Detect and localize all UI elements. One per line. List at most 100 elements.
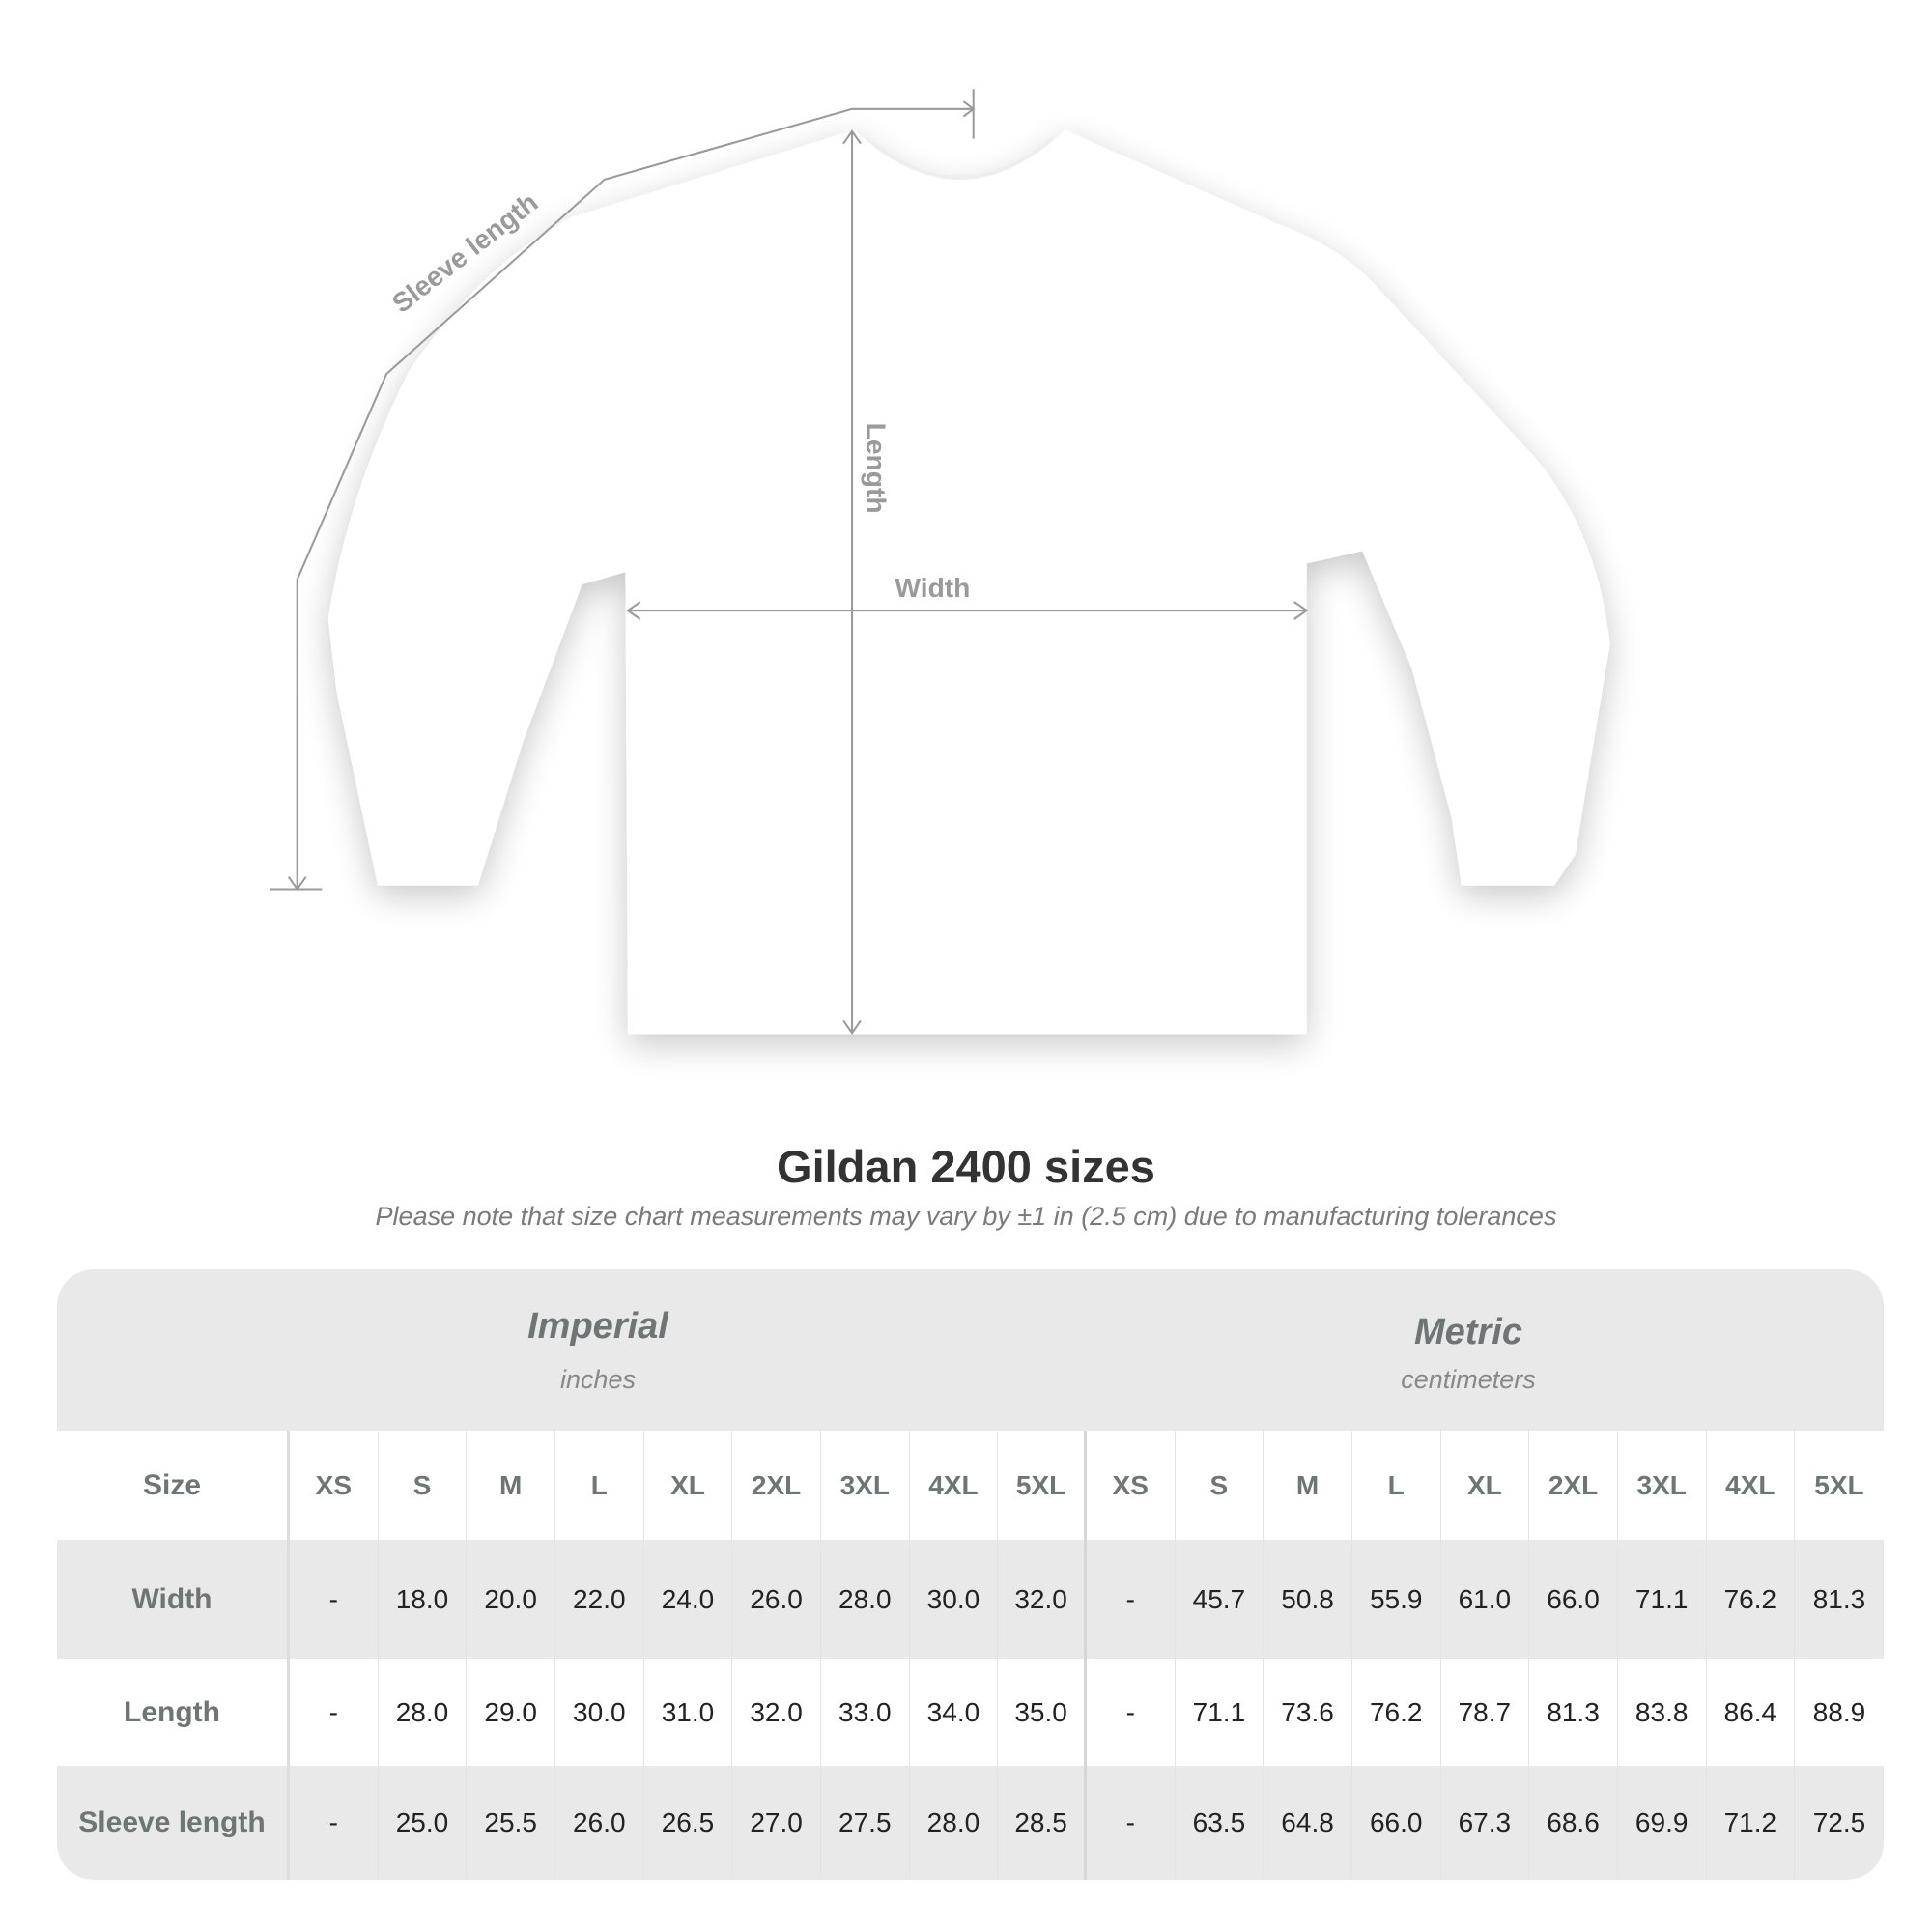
table-cell: 4XL: [1707, 1431, 1796, 1540]
sleeve-length-line: [296, 107, 974, 890]
table-cell: 30.0: [555, 1659, 644, 1766]
table-cell: 64.8: [1264, 1766, 1352, 1880]
table-cell: 81.3: [1529, 1659, 1618, 1766]
table-cell: 76.2: [1352, 1659, 1441, 1766]
table-cell: 34.0: [910, 1659, 999, 1766]
shirt-diagram: Sleeve length Length Width: [270, 89, 1610, 1036]
table-cell: 71.2: [1707, 1766, 1796, 1880]
tolerance-note: Please note that size chart measurements…: [375, 1202, 1557, 1231]
table-cell: L: [555, 1431, 644, 1540]
page-title: Gildan 2400 sizes: [777, 1141, 1155, 1192]
table-cell: 63.5: [1176, 1766, 1264, 1880]
metric-header: Metric centimeters: [1227, 1312, 1710, 1395]
table-cell: 27.0: [732, 1766, 821, 1880]
row-label: Size: [57, 1431, 290, 1540]
table-cell: 66.0: [1529, 1540, 1618, 1659]
table-cell: 50.8: [1264, 1540, 1352, 1659]
table-row: Length -28.0 29.0 30.0 31.0 32.0 33.0 34.0 35.0-…: [57, 1659, 1884, 1766]
table-cell: 45.7: [1176, 1540, 1264, 1659]
imperial-unit: inches: [559, 1365, 637, 1394]
table-cell: XL: [644, 1431, 733, 1540]
table-cell: 3XL: [1618, 1431, 1707, 1540]
long-sleeve-shirt: [327, 129, 1610, 1035]
sleeve-arrowhead: [962, 100, 976, 118]
table-cell: 28.5: [998, 1766, 1087, 1880]
table-cell: 18.0: [379, 1540, 468, 1659]
table-cell: XS: [1087, 1431, 1176, 1540]
imperial-header: Imperial inches: [356, 1306, 839, 1395]
collar: [866, 137, 1054, 180]
table-cell: 35.0: [998, 1659, 1087, 1766]
table-cell: 88.9: [1812, 1696, 1866, 1727]
table-cell: -: [290, 1659, 379, 1766]
table-cell: M: [1264, 1431, 1352, 1540]
row-band: [57, 1766, 1884, 1880]
size-table: Imperial inches Metric centimeters Size X…: [57, 1269, 1884, 1880]
table-cell: 5XL: [998, 1431, 1087, 1540]
length-arrowhead: [842, 1019, 862, 1036]
table-cell: 3XL: [821, 1431, 910, 1540]
sleeve-arrowhead: [287, 876, 307, 892]
table-row: Width -18.0 20.0 22.0 24.0 26.0 28.0 30.0 32.0-4…: [57, 1540, 1884, 1659]
table-cell: 30.0: [910, 1540, 999, 1659]
table-cell: 26.0: [555, 1766, 644, 1880]
length-arrowhead: [842, 129, 862, 145]
table-cell: XL: [1441, 1431, 1530, 1540]
table-cell: 61.0: [1441, 1540, 1530, 1659]
table-cell: 4XL: [910, 1431, 999, 1540]
table-cell: 32.0: [998, 1540, 1087, 1659]
row-label: Sleeve length: [57, 1766, 290, 1880]
table-cell: 83.8: [1618, 1659, 1707, 1766]
table-cell: 73.6: [1264, 1659, 1352, 1766]
table-cell: 68.6: [1529, 1766, 1618, 1880]
table-cell: 78.7: [1441, 1659, 1530, 1766]
size-header-row: Size XS S M L XL 2XL 3XL 4XL 5XL XS S M L XL 2XL 3XL 4XL 5…: [57, 1431, 1884, 1540]
imperial-title: Imperial: [527, 1306, 668, 1347]
table-cell: 25.0: [379, 1766, 468, 1880]
table-cell: 27.5: [821, 1766, 910, 1880]
table-cell: 81.3: [1812, 1583, 1866, 1614]
table-cell: -: [1087, 1540, 1176, 1659]
metric-title: Metric: [1414, 1312, 1522, 1352]
table-cell: 25.5: [467, 1766, 555, 1880]
table-cell: 26.0: [732, 1540, 821, 1659]
table-row: Sleeve length -25.0 25.5 26.0 26.5 27.0 27.5 28…: [57, 1766, 1884, 1880]
row-label: Width: [57, 1540, 290, 1659]
table-cell: 26.5: [644, 1766, 733, 1880]
table-cell: 71.1: [1618, 1540, 1707, 1659]
table-cell: 24.0: [644, 1540, 733, 1659]
table-cell: 33.0: [821, 1659, 910, 1766]
table-cell: 2XL: [732, 1431, 821, 1540]
table-header-band: [57, 1269, 1884, 1431]
table-cell: 29.0: [467, 1659, 555, 1766]
table-cell: 2XL: [1529, 1431, 1618, 1540]
table-cell: -: [290, 1766, 379, 1880]
table-cell: 76.2: [1707, 1540, 1796, 1659]
table-cell: 32.0: [732, 1659, 821, 1766]
table-cell: 55.9: [1352, 1540, 1441, 1659]
table-cell: S: [379, 1431, 468, 1540]
table-cell: 22.0: [555, 1540, 644, 1659]
table-cell: -: [1087, 1766, 1176, 1880]
length-label: Length: [861, 423, 892, 514]
table-cell: 31.0: [644, 1659, 733, 1766]
table-cell: 28.0: [910, 1766, 999, 1880]
table-cell: M: [467, 1431, 555, 1540]
table-cell: S: [1176, 1431, 1264, 1540]
row-band: [57, 1540, 1884, 1659]
table-cell: 86.4: [1707, 1659, 1796, 1766]
width-label: Width: [895, 572, 970, 603]
table-cell: L: [1352, 1431, 1441, 1540]
table-cell: 28.0: [821, 1540, 910, 1659]
table-cell: 28.0: [379, 1659, 468, 1766]
table-cell: 67.3: [1441, 1766, 1530, 1880]
table-cell: -: [290, 1540, 379, 1659]
table-cell: 71.1: [1176, 1659, 1264, 1766]
metric-unit: centimeters: [1401, 1365, 1536, 1394]
width-arrowhead: [626, 601, 641, 620]
table-cell: 20.0: [467, 1540, 555, 1659]
table-cell: 5XL: [1814, 1469, 1864, 1500]
width-arrowhead: [1293, 601, 1309, 620]
table-cell: XS: [290, 1431, 379, 1540]
row-label: Length: [57, 1659, 290, 1766]
